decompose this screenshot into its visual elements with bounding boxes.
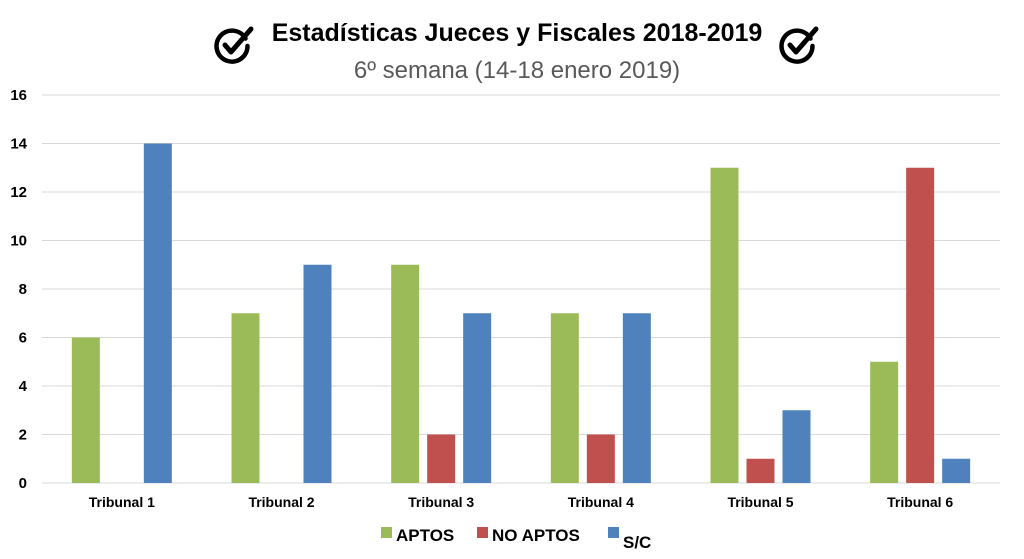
- bar-aptos-1: [71, 337, 100, 483]
- legend-label: S/C: [623, 533, 651, 552]
- bar-s-c-1: [143, 143, 172, 483]
- legend: APTOS NO APTOS S/C: [381, 526, 651, 552]
- legend-label: NO APTOS: [492, 526, 580, 545]
- chart-subtitle: 6º semana (14-18 enero 2019): [354, 57, 680, 84]
- check-circle-icon: [779, 26, 819, 64]
- bar-s-c-5: [782, 410, 811, 483]
- legend-swatch: [381, 527, 392, 538]
- bar-aptos-3: [391, 264, 420, 483]
- bar-no-aptos-3: [427, 434, 456, 483]
- y-tick-label: 14: [10, 136, 27, 153]
- bar-no-aptos-5: [746, 458, 775, 483]
- y-axis: 0 2 4 6 8 10 12 14 16: [10, 87, 27, 492]
- y-tick-label: 8: [19, 281, 27, 298]
- bar-no-aptos-6: [906, 167, 935, 483]
- legend-swatch: [608, 527, 619, 538]
- bar-aptos-5: [710, 167, 739, 483]
- x-axis: Tribunal 1 Tribunal 2 Tribunal 3 Tribunal 4…: [89, 494, 954, 510]
- x-tick-label: Tribunal 4: [568, 494, 634, 510]
- y-tick-label: 4: [19, 378, 28, 395]
- bar-no-aptos-4: [586, 434, 615, 483]
- check-circle-icon: [214, 26, 254, 64]
- bar-s-c-6: [942, 458, 971, 483]
- gridlines: [42, 94, 1000, 484]
- x-tick-label: Tribunal 3: [408, 494, 474, 510]
- bar-s-c-3: [463, 313, 492, 483]
- bar-aptos-6: [870, 361, 899, 483]
- legend-label: APTOS: [396, 526, 454, 545]
- x-tick-label: Tribunal 6: [887, 494, 953, 510]
- y-tick-label: 10: [10, 233, 27, 250]
- bars: [71, 143, 971, 483]
- y-tick-label: 0: [19, 475, 27, 492]
- bar-s-c-2: [303, 264, 332, 483]
- bar-aptos-2: [231, 313, 260, 483]
- y-tick-label: 12: [10, 184, 27, 201]
- y-tick-label: 6: [19, 330, 27, 347]
- bar-s-c-4: [622, 313, 651, 483]
- x-tick-label: Tribunal 1: [89, 494, 155, 510]
- y-tick-label: 2: [19, 427, 27, 444]
- chart-title: Estadísticas Jueces y Fiscales 2018-2019: [272, 19, 763, 47]
- bar-aptos-4: [550, 313, 579, 483]
- y-tick-label: 16: [10, 87, 27, 104]
- x-tick-label: Tribunal 5: [727, 494, 793, 510]
- legend-swatch: [477, 527, 488, 538]
- x-tick-label: Tribunal 2: [248, 494, 314, 510]
